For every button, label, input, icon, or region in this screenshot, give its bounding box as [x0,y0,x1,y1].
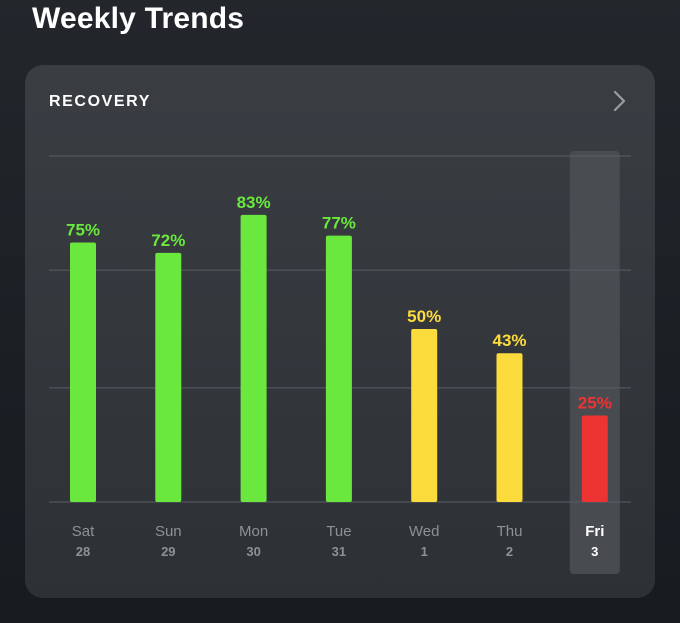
selected-day-highlight[interactable] [569,151,620,574]
value-label: 75% [66,221,100,240]
recovery-bar-fri[interactable] [581,415,608,503]
day-label[interactable]: Sat [72,523,95,540]
value-label: 72% [151,231,185,250]
date-label[interactable]: 28 [76,544,90,559]
chevron-right-icon[interactable] [607,89,631,113]
value-label: 83% [237,193,271,212]
recovery-chart: 75% Sat 28 72% Sun 29 83% Mon 30 77% Tue 31 50% Wed 1 4… [49,151,631,574]
day-label[interactable]: Wed [409,523,440,540]
date-label[interactable]: 30 [246,544,260,559]
day-label[interactable]: Tue [326,523,351,540]
recovery-bar-wed[interactable] [411,329,438,502]
value-label: 43% [492,331,526,350]
date-label[interactable]: 1 [421,544,428,559]
recovery-bar-mon[interactable] [240,214,267,502]
day-label[interactable]: Mon [239,523,268,540]
date-label[interactable]: 2 [506,544,513,559]
card-title: RECOVERY [49,93,152,110]
day-label[interactable]: Sun [155,523,182,540]
date-label[interactable]: 3 [591,544,598,559]
page-title: Weekly Trends [32,2,245,35]
day-label[interactable]: Thu [497,523,523,540]
value-label: 25% [578,394,612,413]
recovery-bar-sat[interactable] [70,242,96,503]
value-label: 77% [322,214,356,233]
date-label[interactable]: 29 [161,544,175,559]
recovery-bar-thu[interactable] [496,353,523,502]
recovery-bar-tue[interactable] [325,235,352,502]
recovery-card[interactable]: RECOVERY 75% Sat 28 72% Sun 29 83% Mon 30 77% Tue 3… [25,65,655,598]
date-label[interactable]: 31 [332,544,346,559]
value-label: 50% [407,307,441,326]
day-label[interactable]: Fri [585,523,604,540]
recovery-bar-sun[interactable] [155,252,182,502]
